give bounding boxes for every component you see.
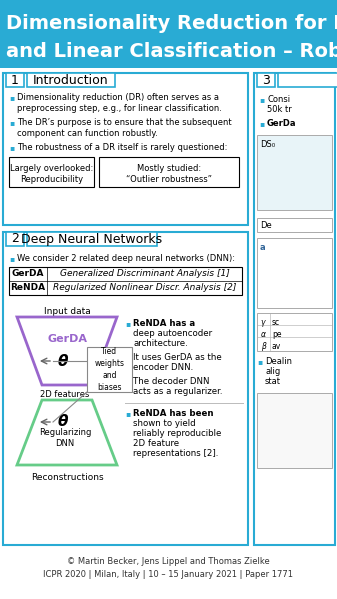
Text: Reconstructions: Reconstructions: [31, 473, 103, 482]
Text: and Linear Classification – Rob: and Linear Classification – Rob: [6, 42, 337, 61]
Text: GerDA: GerDA: [47, 334, 87, 344]
FancyBboxPatch shape: [257, 313, 332, 351]
Text: Deep Neural Networks: Deep Neural Networks: [22, 232, 162, 246]
FancyBboxPatch shape: [27, 232, 157, 246]
Text: acts as a regularizer.: acts as a regularizer.: [133, 387, 222, 396]
Text: ICPR 2020 | Milan, Italy | 10 – 15 January 2021 | Paper 1771: ICPR 2020 | Milan, Italy | 10 – 15 Janua…: [43, 570, 293, 579]
Text: Dealin: Dealin: [265, 357, 292, 366]
Text: deep autoencoder: deep autoencoder: [133, 329, 212, 338]
Text: It uses GerDA as the: It uses GerDA as the: [133, 353, 222, 362]
Text: ReNDA: ReNDA: [10, 283, 45, 292]
Text: Mostly studied:: Mostly studied:: [137, 164, 201, 173]
Text: 1: 1: [11, 74, 19, 86]
Text: The decoder DNN: The decoder DNN: [133, 377, 210, 386]
Text: stat: stat: [265, 377, 281, 386]
Text: architecture.: architecture.: [133, 339, 188, 348]
FancyBboxPatch shape: [257, 393, 332, 468]
Text: ▪: ▪: [125, 409, 130, 418]
Text: ▪: ▪: [259, 95, 264, 104]
Text: Largely overlooked:: Largely overlooked:: [10, 164, 93, 173]
FancyBboxPatch shape: [0, 0, 337, 68]
Text: ▪: ▪: [125, 377, 130, 386]
Text: pe: pe: [272, 330, 281, 339]
Text: preprocessing step, e.g., for linear classification.: preprocessing step, e.g., for linear cla…: [17, 104, 222, 113]
FancyBboxPatch shape: [6, 232, 24, 246]
Text: DS₀: DS₀: [260, 140, 275, 149]
Text: θ: θ: [58, 415, 68, 429]
Text: encoder DNN.: encoder DNN.: [133, 363, 193, 372]
Text: Input data: Input data: [43, 307, 90, 316]
Text: We consider 2 related deep neural networks (DNN):: We consider 2 related deep neural networ…: [17, 254, 235, 263]
FancyBboxPatch shape: [278, 73, 337, 87]
Text: 2D feature: 2D feature: [133, 439, 179, 448]
Text: ▪: ▪: [9, 93, 14, 102]
Text: β: β: [261, 342, 266, 351]
Text: ▪: ▪: [9, 118, 14, 127]
FancyBboxPatch shape: [6, 73, 24, 87]
FancyBboxPatch shape: [257, 238, 332, 308]
Text: Reproducibility: Reproducibility: [20, 175, 83, 184]
Text: ReNDA has been: ReNDA has been: [133, 409, 214, 418]
FancyBboxPatch shape: [257, 135, 332, 210]
Text: θ: θ: [58, 353, 68, 368]
FancyBboxPatch shape: [27, 73, 115, 87]
Text: 2D features: 2D features: [40, 390, 89, 399]
Text: Regularizing
DNN: Regularizing DNN: [39, 428, 91, 447]
Text: 2: 2: [11, 232, 19, 246]
Text: ▪: ▪: [125, 319, 130, 328]
Text: Regularized Nonlinear Discr. Analysis [2]: Regularized Nonlinear Discr. Analysis [2…: [53, 283, 236, 292]
Text: ▪: ▪: [125, 353, 130, 362]
Text: av: av: [272, 342, 281, 351]
FancyBboxPatch shape: [9, 157, 94, 187]
Text: Introduction: Introduction: [33, 74, 109, 86]
Text: 3: 3: [262, 74, 270, 86]
Text: representations [2].: representations [2].: [133, 449, 218, 458]
FancyBboxPatch shape: [257, 73, 275, 87]
FancyBboxPatch shape: [87, 347, 132, 392]
Text: a: a: [260, 243, 266, 252]
Text: Consi: Consi: [267, 95, 290, 104]
Text: Generalized Discriminant Analysis [1]: Generalized Discriminant Analysis [1]: [60, 270, 229, 279]
Text: “Outlier robustness”: “Outlier robustness”: [126, 175, 212, 184]
Text: ReNDA has a: ReNDA has a: [133, 319, 195, 328]
Text: ▪: ▪: [257, 357, 262, 366]
Text: GerDa: GerDa: [267, 119, 297, 128]
Text: sc: sc: [272, 318, 280, 327]
FancyBboxPatch shape: [3, 73, 248, 225]
Text: reliably reproducible: reliably reproducible: [133, 429, 221, 438]
Text: α: α: [261, 330, 266, 339]
FancyBboxPatch shape: [257, 218, 332, 232]
Text: Dimensionality Reduction for D: Dimensionality Reduction for D: [6, 14, 337, 33]
Text: © Martin Becker, Jens Lippel and Thomas Zielke: © Martin Becker, Jens Lippel and Thomas …: [67, 557, 269, 566]
Text: 50k tr: 50k tr: [267, 105, 292, 114]
Text: Tied
weights
and
biases: Tied weights and biases: [94, 347, 124, 392]
FancyBboxPatch shape: [254, 73, 335, 545]
Text: ▪: ▪: [259, 119, 264, 128]
Text: The robustness of a DR itself is rarely questioned:: The robustness of a DR itself is rarely …: [17, 143, 227, 152]
Text: shown to yield: shown to yield: [133, 419, 195, 428]
FancyBboxPatch shape: [9, 267, 242, 295]
Text: γ: γ: [261, 318, 265, 327]
Text: ▪: ▪: [9, 143, 14, 152]
Text: GerDA: GerDA: [12, 270, 44, 279]
FancyBboxPatch shape: [3, 232, 248, 545]
FancyBboxPatch shape: [99, 157, 239, 187]
Text: component can function robustly.: component can function robustly.: [17, 129, 158, 138]
Text: Dimensionality reduction (DR) often serves as a: Dimensionality reduction (DR) often serv…: [17, 93, 219, 102]
Text: The DR’s purpose is to ensure that the subsequent: The DR’s purpose is to ensure that the s…: [17, 118, 232, 127]
Text: De: De: [260, 221, 272, 230]
Text: ▪: ▪: [9, 254, 14, 263]
Text: alig: alig: [265, 367, 280, 376]
